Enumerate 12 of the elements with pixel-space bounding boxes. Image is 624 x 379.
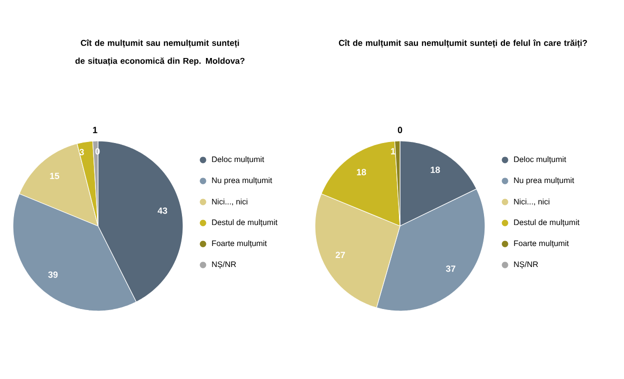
data-label: 3 xyxy=(79,148,84,156)
text: 0 xyxy=(398,126,402,134)
data-label: 39 xyxy=(48,271,58,278)
data-label: 1 xyxy=(93,126,98,134)
chart-title: Cît de mulțumit sau nemulțumit sunteți de felul în care trăiți? xyxy=(338,40,587,48)
data-label: 27 xyxy=(336,252,345,258)
chart-title: Cît de mulțumit sau nemulțumit sunteți de situația economică din Rep. Moldova? xyxy=(75,40,244,66)
data-label: 18 xyxy=(356,168,366,176)
data-label: 18 xyxy=(430,166,440,173)
data-label: 43 xyxy=(158,207,168,214)
data-label: 15 xyxy=(50,172,60,180)
data-label: 37 xyxy=(446,266,456,272)
